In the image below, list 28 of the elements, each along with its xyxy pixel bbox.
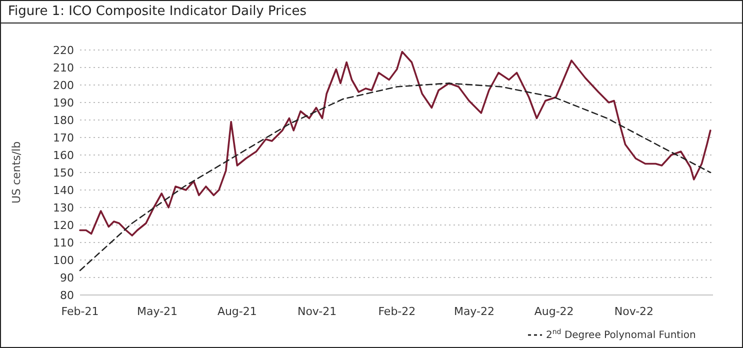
- y-tick-label: 170: [53, 131, 74, 144]
- y-tick-label: 180: [53, 114, 74, 127]
- x-tick-label: Feb-22: [378, 305, 416, 318]
- x-tick-label: May-22: [454, 305, 494, 318]
- y-tick-label: 160: [53, 148, 74, 162]
- x-tick-label: Aug-22: [534, 305, 574, 318]
- y-axis-title: US cents/lb: [10, 141, 23, 204]
- x-tick-label: Nov-21: [297, 305, 337, 318]
- y-tick-label: 210: [53, 61, 74, 74]
- x-tick-label: Feb-21: [61, 305, 99, 318]
- y-tick-label: 120: [53, 218, 74, 232]
- x-tick-label: May-21: [137, 305, 178, 318]
- y-tick-label: 140: [53, 184, 74, 197]
- x-tick-label: Aug-21: [217, 305, 257, 318]
- chart-title: Figure 1: ICO Composite Indicator Daily Prices: [8, 4, 307, 19]
- y-tick-label: 220: [53, 44, 74, 57]
- legend-label: 2$^{nd}$ Degree Polynomal Funtion: [546, 328, 696, 341]
- y-tick-label: 110: [53, 236, 74, 250]
- y-tick-label: 90: [60, 271, 74, 284]
- line-series: [79, 82, 712, 272]
- y-tick-label: 190: [53, 96, 74, 110]
- x-tick-label: Nov-22: [614, 305, 654, 318]
- y-tick-label: 100: [53, 254, 74, 267]
- y-tick-label: 80: [60, 288, 74, 302]
- y-tick-label: 150: [53, 166, 74, 180]
- y-tick-label: 200: [53, 78, 74, 92]
- y-tick-label: 130: [53, 201, 74, 214]
- line-series: [79, 50, 712, 236]
